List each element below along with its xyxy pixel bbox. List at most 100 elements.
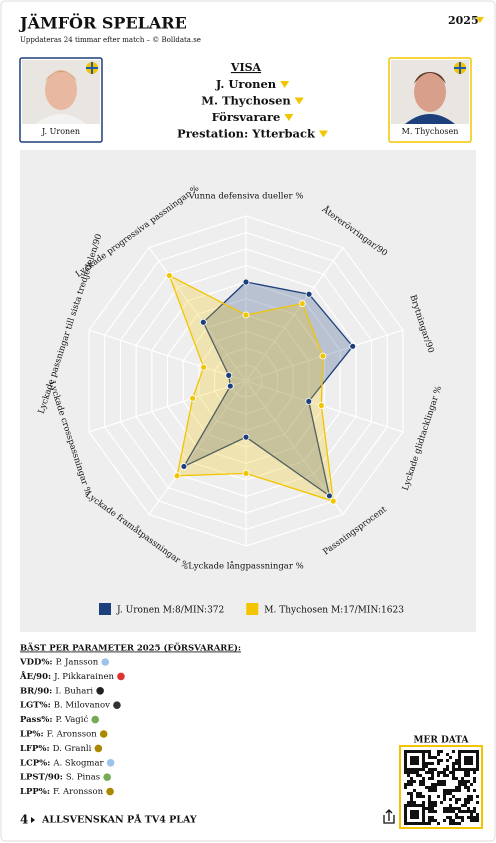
qr-cell <box>404 810 407 813</box>
qr-cell <box>443 774 446 777</box>
legend-label: M. Thychosen M:17/MIN:1623 <box>264 606 404 616</box>
qr-cell <box>440 750 443 753</box>
visa-option[interactable]: J. Uronen <box>215 77 277 91</box>
axis-spoke <box>88 329 247 382</box>
data-point <box>326 492 333 500</box>
qr-cell <box>449 816 452 819</box>
qr-cell <box>428 801 431 804</box>
qr-cell <box>452 777 455 780</box>
qr-cell <box>467 774 470 777</box>
data-point <box>226 382 234 390</box>
qr-cell <box>458 810 461 813</box>
qr-cell <box>446 774 449 777</box>
share-icon[interactable] <box>383 809 395 824</box>
qr-cell <box>467 786 470 789</box>
qr-cell <box>425 771 428 774</box>
qr-cell <box>428 819 431 822</box>
qr-cell <box>410 792 413 795</box>
qr-cell <box>473 771 476 774</box>
qr-cell <box>404 759 407 762</box>
qr-cell <box>467 816 470 819</box>
qr-cell <box>431 807 434 810</box>
qr-code[interactable] <box>399 745 483 829</box>
qr-cell <box>428 804 431 807</box>
qr-cell <box>464 783 467 786</box>
qr-cell <box>455 816 458 819</box>
qr-cell <box>422 750 425 753</box>
qr-cell <box>413 813 416 816</box>
qr-cell <box>443 798 446 801</box>
qr-cell <box>428 786 431 789</box>
qr-cell <box>476 762 479 765</box>
qr-cell <box>455 768 458 771</box>
qr-cell <box>452 819 455 822</box>
chart-panel <box>20 150 476 632</box>
qr-cell <box>425 765 428 768</box>
qr-cell <box>443 795 446 798</box>
qr-cell <box>464 804 467 807</box>
club-badge <box>106 787 114 796</box>
season[interactable]: 2025 <box>448 14 479 27</box>
qr-cell <box>446 816 449 819</box>
qr-cell <box>476 768 479 771</box>
club-badge <box>101 658 110 666</box>
axis-spoke <box>245 247 344 382</box>
qr-cell <box>407 822 410 825</box>
qr-cell <box>446 807 449 810</box>
qr-cell <box>458 762 461 765</box>
caret <box>318 130 328 138</box>
qr-cell <box>440 801 443 804</box>
qr-cell <box>431 768 434 771</box>
qr-cell <box>404 807 407 810</box>
axis-spoke <box>88 380 247 433</box>
qr-cell <box>410 810 413 813</box>
qr-cell <box>422 801 425 804</box>
qr-cell <box>464 756 467 759</box>
qr-cell <box>410 798 413 801</box>
qr-cell <box>473 777 476 780</box>
qr-cell <box>461 819 464 822</box>
data-point <box>349 342 357 350</box>
visa-option[interactable]: M. Thychosen <box>201 94 291 108</box>
footer-text[interactable]: ALLSVENSKAN PÅ TV4 PLAY <box>41 814 197 826</box>
qr-cell <box>422 765 425 768</box>
visa-option[interactable]: Prestation: Ytterback <box>177 127 316 141</box>
qr-cell <box>431 804 434 807</box>
qr-cell <box>419 774 422 777</box>
qr-cell <box>467 750 470 753</box>
qr-cell <box>407 783 410 786</box>
qr-cell <box>455 807 458 810</box>
qr-cell <box>422 762 425 765</box>
qr-cell <box>407 801 410 804</box>
param-label: LPP%: <box>20 787 50 797</box>
caret <box>284 114 294 121</box>
qr-cell <box>464 759 467 762</box>
qr-cell <box>413 771 416 774</box>
title: JÄMFÖR SPELARE <box>18 13 187 33</box>
qr-cell <box>428 771 431 774</box>
visa-option[interactable]: Försvarare <box>212 110 281 124</box>
qr-cell <box>416 816 419 819</box>
qr-cell <box>428 816 431 819</box>
club-badge <box>103 773 111 781</box>
qr-cell <box>410 795 413 798</box>
qr-cell <box>413 750 416 753</box>
qr-cell <box>440 759 443 762</box>
qr-cell <box>404 816 407 819</box>
qr-cell <box>446 792 449 795</box>
qr-cell <box>416 795 419 798</box>
qr-cell <box>416 762 419 765</box>
qr-cell <box>422 768 425 771</box>
axis-spoke <box>245 380 344 515</box>
qr-cell <box>458 780 461 783</box>
caret <box>280 81 290 88</box>
qr-cell <box>464 798 467 801</box>
qr-cell <box>449 822 452 825</box>
qr-cell <box>422 795 425 798</box>
qr-cell <box>473 750 476 753</box>
qr-cell <box>452 765 455 768</box>
qr-cell <box>410 804 413 807</box>
qr-cell <box>416 810 419 813</box>
season-caret[interactable] <box>476 17 484 23</box>
axis-label: Lyckade långpassningar % <box>188 560 303 572</box>
